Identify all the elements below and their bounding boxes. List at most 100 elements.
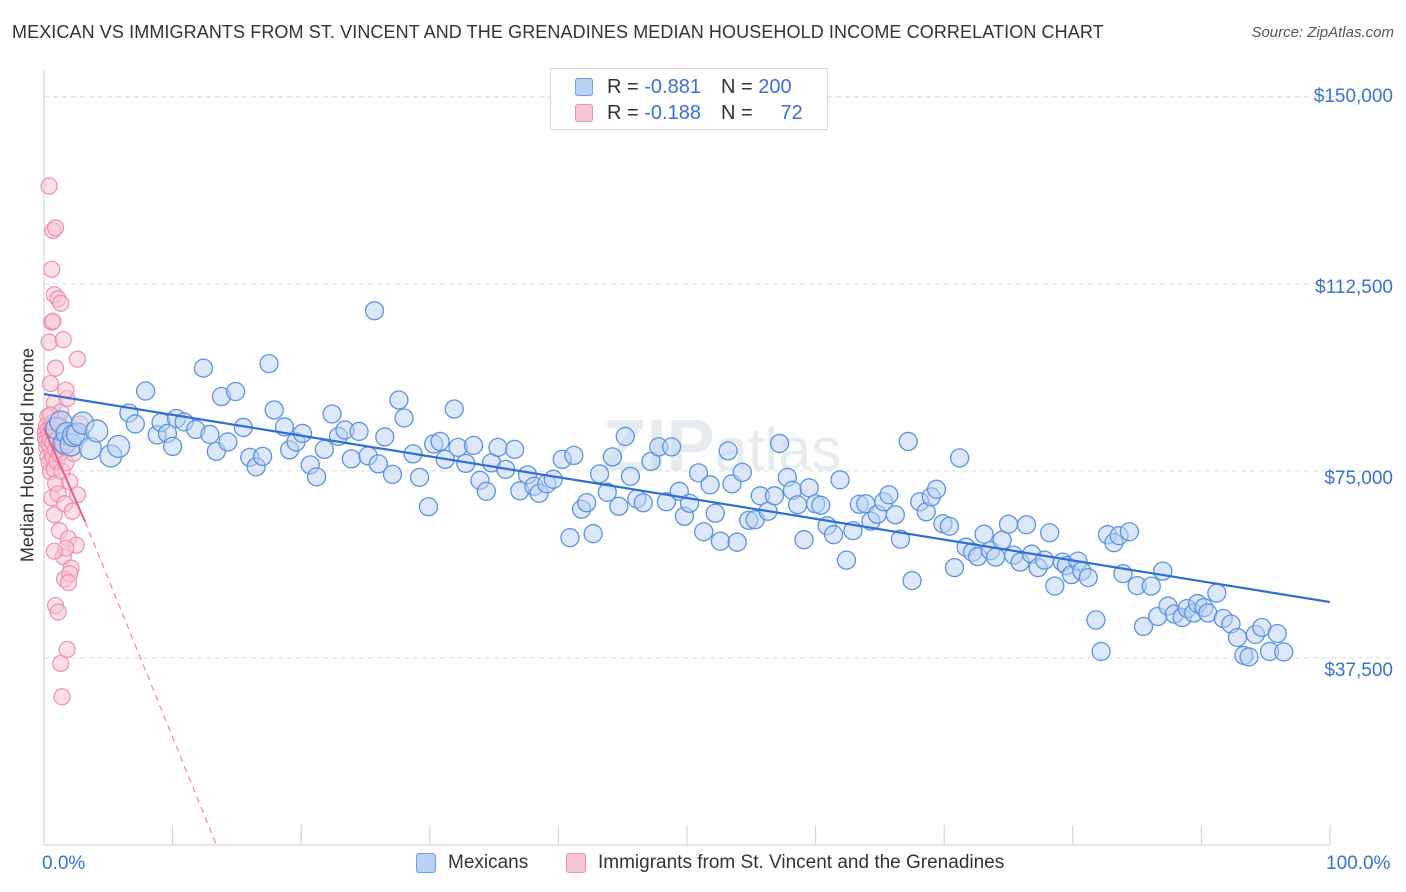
r-label: R =	[607, 101, 639, 124]
immigrants-point	[68, 350, 87, 368]
y-tick-label: $112,500	[1315, 277, 1393, 298]
source-label: Source: ZipAtlas.com	[1251, 24, 1394, 41]
mexicans-point	[1045, 576, 1065, 596]
mexicans-point	[694, 522, 714, 542]
mexicans-point	[1141, 576, 1161, 596]
mexicans-point	[823, 525, 844, 545]
mexicans-point	[710, 531, 731, 551]
immigrants-point	[44, 312, 62, 330]
immigrants-point	[45, 542, 63, 560]
immigrants-point	[40, 333, 58, 351]
mexicans-point	[564, 445, 584, 466]
mexicans-point	[885, 505, 905, 525]
y-tick-label: $75,000	[1324, 468, 1393, 489]
mexicans-point	[597, 482, 617, 502]
mexicans-point	[1133, 616, 1154, 637]
mexicans-point	[661, 437, 682, 457]
immigrants-point	[43, 260, 61, 278]
mexicans-point	[463, 435, 484, 456]
mexicans-point	[1267, 623, 1287, 644]
mexicans-point	[615, 426, 635, 447]
mexicans-point	[252, 446, 273, 467]
mexicans-point	[1153, 561, 1173, 581]
mexicans-point	[389, 390, 409, 410]
immigrants-point	[49, 603, 67, 621]
r-value: -0.188	[644, 101, 701, 124]
mexicans-point	[830, 470, 850, 490]
mexicans-point	[787, 495, 808, 515]
legend-swatch-blue	[416, 853, 436, 873]
immigrants-point	[46, 219, 65, 237]
mexicans-point	[764, 486, 785, 506]
immigrants-trend-line	[43, 428, 87, 523]
mexicans-point	[225, 381, 246, 402]
mexicans-point	[799, 478, 819, 498]
n-value: 72	[780, 101, 803, 124]
y-tick-label: $150,000	[1313, 86, 1393, 107]
mexicans-point	[656, 492, 677, 512]
x-tick-label: 0.0%	[42, 853, 86, 874]
mexicans-series	[45, 301, 1294, 667]
n-value: 200	[758, 75, 792, 98]
mexicans-point	[1207, 583, 1227, 603]
mexicans-point	[939, 516, 959, 536]
stats-row-mexicans: R = -0.881 N = 200	[575, 75, 792, 99]
mexicans-point	[794, 530, 814, 550]
mexicans-point	[364, 301, 385, 321]
immigrants-point	[54, 331, 72, 349]
r-value: -0.881	[644, 75, 701, 98]
immigrants-point	[58, 640, 76, 659]
mexicans-trend-line	[43, 392, 1331, 604]
mexicans-point	[306, 467, 327, 487]
mexicans-point	[314, 439, 334, 460]
mexicans-point	[700, 475, 720, 495]
mexicans-point	[409, 467, 430, 487]
immigrants-point	[46, 359, 65, 377]
mexicans-point	[488, 437, 508, 458]
immigrants-point	[59, 573, 78, 592]
mexicans-point	[1274, 642, 1294, 662]
series-legend: Mexicans Immigrants from St. Vincent and…	[0, 850, 1406, 878]
mexicans-point	[732, 462, 752, 483]
x-tick-label: 100.0%	[1326, 853, 1391, 874]
mexicans-point	[1040, 523, 1060, 543]
immigrants-point	[41, 374, 60, 393]
mexicans-point	[368, 454, 389, 474]
mexicans-point	[394, 408, 414, 428]
mexicans-point	[949, 448, 970, 468]
mexicans-point	[589, 464, 610, 484]
mexicans-point	[992, 530, 1012, 550]
mexicans-point	[1239, 647, 1259, 667]
legend-label: Immigrants from St. Vincent and the Gren…	[598, 852, 1005, 873]
mexicans-point	[322, 404, 342, 424]
mexicans-point	[583, 524, 603, 544]
mexicans-point	[264, 400, 284, 420]
stats-legend: R = -0.881 N = 200 R = -0.188 N = 72	[550, 68, 828, 130]
legend-swatch-blue	[575, 78, 593, 96]
mexicans-point	[259, 353, 279, 374]
mexicans-point	[633, 493, 653, 513]
mexicans-point	[879, 485, 899, 505]
mexicans-point	[135, 381, 156, 401]
grid-lines	[44, 96, 1395, 659]
immigrants-point	[52, 294, 70, 312]
n-label: N =	[720, 101, 753, 124]
y-axis-label: Median Household Income	[17, 347, 38, 563]
mexicans-point	[85, 419, 109, 443]
mexicans-point	[349, 421, 369, 442]
mexicans-point	[430, 431, 450, 452]
mexicans-point	[444, 399, 464, 419]
immigrants-point	[52, 654, 70, 673]
mexicans-point	[926, 479, 947, 499]
y-tick-label: $37,500	[1324, 660, 1393, 681]
mexicans-point	[902, 570, 922, 591]
mexicans-point	[505, 439, 525, 460]
legend-item-mexicans[interactable]: Mexicans	[416, 852, 528, 874]
mexicans-point	[200, 424, 220, 445]
mexicans-point	[1016, 515, 1037, 535]
mexicans-point	[898, 431, 918, 452]
legend-item-immigrants[interactable]: Immigrants from St. Vincent and the Gren…	[566, 852, 1004, 874]
mexicans-point	[705, 503, 725, 523]
legend-swatch-pink	[575, 104, 593, 122]
